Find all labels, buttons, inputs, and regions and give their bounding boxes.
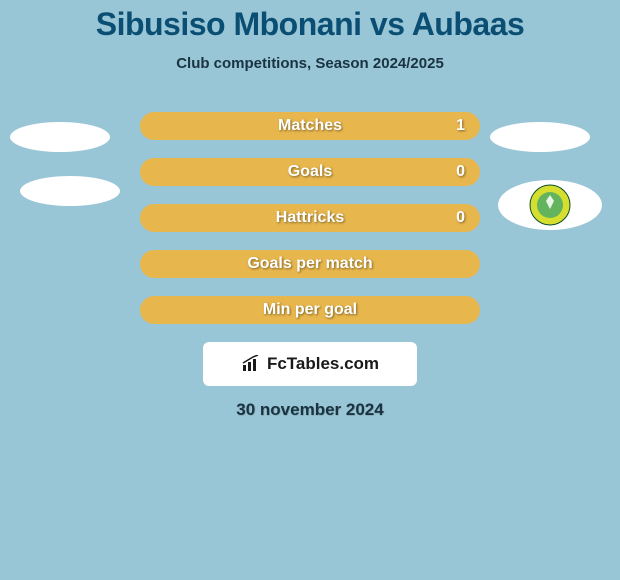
club-crest-icon: [528, 183, 572, 227]
site-logo-label: FcTables.com: [267, 354, 379, 374]
page-title: Sibusiso Mbonani vs Aubaas: [96, 6, 525, 43]
date-text: 30 november 2024: [236, 400, 383, 420]
stat-label: Min per goal: [263, 301, 357, 319]
stat-bar: Goals 0: [140, 158, 480, 186]
stat-bar: Min per goal: [140, 296, 480, 324]
chart-icon: [241, 355, 263, 373]
site-logo-text: FcTables.com: [241, 354, 379, 374]
stat-row: Goals 0: [140, 158, 480, 186]
stat-bar: Goals per match: [140, 250, 480, 278]
stat-value: 0: [456, 209, 465, 227]
stat-row: Goals per match: [140, 250, 480, 278]
stat-row: Hattricks 0: [140, 204, 480, 232]
stat-label: Goals: [288, 163, 332, 181]
stat-value: 0: [456, 163, 465, 181]
left-avatar: [20, 176, 120, 206]
left-avatar: [10, 122, 110, 152]
stat-label: Goals per match: [247, 255, 372, 273]
site-logo: FcTables.com: [203, 342, 417, 386]
stat-bar: Matches 1: [140, 112, 480, 140]
comparison-card: Sibusiso Mbonani vs Aubaas Club competit…: [0, 0, 620, 580]
stat-label: Matches: [278, 117, 342, 135]
stat-row: Min per goal: [140, 296, 480, 324]
subtitle: Club competitions, Season 2024/2025: [176, 55, 444, 72]
stat-value: 1: [456, 117, 465, 135]
right-avatar: [490, 122, 590, 152]
stat-bar: Hattricks 0: [140, 204, 480, 232]
stat-label: Hattricks: [276, 209, 344, 227]
right-avatar: [498, 180, 602, 230]
stat-row: Matches 1: [140, 112, 480, 140]
